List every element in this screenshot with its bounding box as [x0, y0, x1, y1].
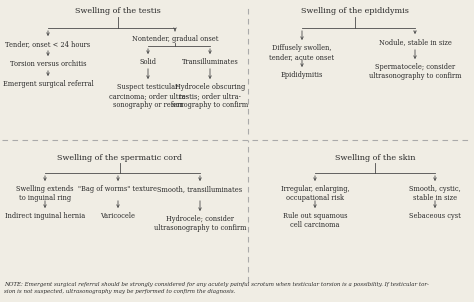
Text: Solid: Solid [139, 58, 156, 66]
Text: Swelling of the epididymis: Swelling of the epididymis [301, 7, 409, 15]
Text: Hydrocele obscuring
testis; order ultra-
sonography to confirm: Hydrocele obscuring testis; order ultra-… [172, 83, 248, 109]
Text: NOTE: Emergent surgical referral should be strongly considered for any acutely p: NOTE: Emergent surgical referral should … [4, 282, 429, 294]
Text: Suspect testicular
carcinoma; order ultra-
sonography or referr: Suspect testicular carcinoma; order ultr… [109, 83, 187, 109]
Text: Diffusely swollen,
tender, acute onset: Diffusely swollen, tender, acute onset [269, 44, 335, 61]
Text: Swelling of the testis: Swelling of the testis [75, 7, 161, 15]
Text: Rule out squamous
cell carcinoma: Rule out squamous cell carcinoma [283, 212, 347, 229]
Text: Smooth, transilluminates: Smooth, transilluminates [157, 185, 243, 193]
Text: Smooth, cystic,
stable in size: Smooth, cystic, stable in size [409, 185, 461, 202]
Text: Torsion versus orchitis: Torsion versus orchitis [10, 60, 86, 68]
Text: Spermatocele; consider
ultrasonography to confirm: Spermatocele; consider ultrasonography t… [369, 63, 461, 80]
Text: Sebaceous cyst: Sebaceous cyst [409, 212, 461, 220]
Text: Swelling of the spermatic cord: Swelling of the spermatic cord [57, 154, 182, 162]
Text: Nodule, stable in size: Nodule, stable in size [379, 38, 451, 46]
Text: Irregular, enlarging,
occupational risk: Irregular, enlarging, occupational risk [281, 185, 349, 202]
Text: Tender, onset < 24 hours: Tender, onset < 24 hours [5, 40, 91, 48]
Text: Emergent surgical referral: Emergent surgical referral [3, 80, 93, 88]
Text: Swelling extends
to inguinal ring: Swelling extends to inguinal ring [16, 185, 74, 202]
Text: Nontender, gradual onset: Nontender, gradual onset [132, 35, 218, 43]
Text: Epididymitis: Epididymitis [281, 71, 323, 79]
Text: Swelling of the skin: Swelling of the skin [335, 154, 415, 162]
Text: "Bag of worms" texture: "Bag of worms" texture [79, 185, 157, 193]
Text: Varicocele: Varicocele [100, 212, 136, 220]
Text: Indirect inguinal hernia: Indirect inguinal hernia [5, 212, 85, 220]
Text: Transilluminates: Transilluminates [182, 58, 238, 66]
Text: Hydrocele; consider
ultrasonography to confirm: Hydrocele; consider ultrasonography to c… [154, 215, 246, 232]
